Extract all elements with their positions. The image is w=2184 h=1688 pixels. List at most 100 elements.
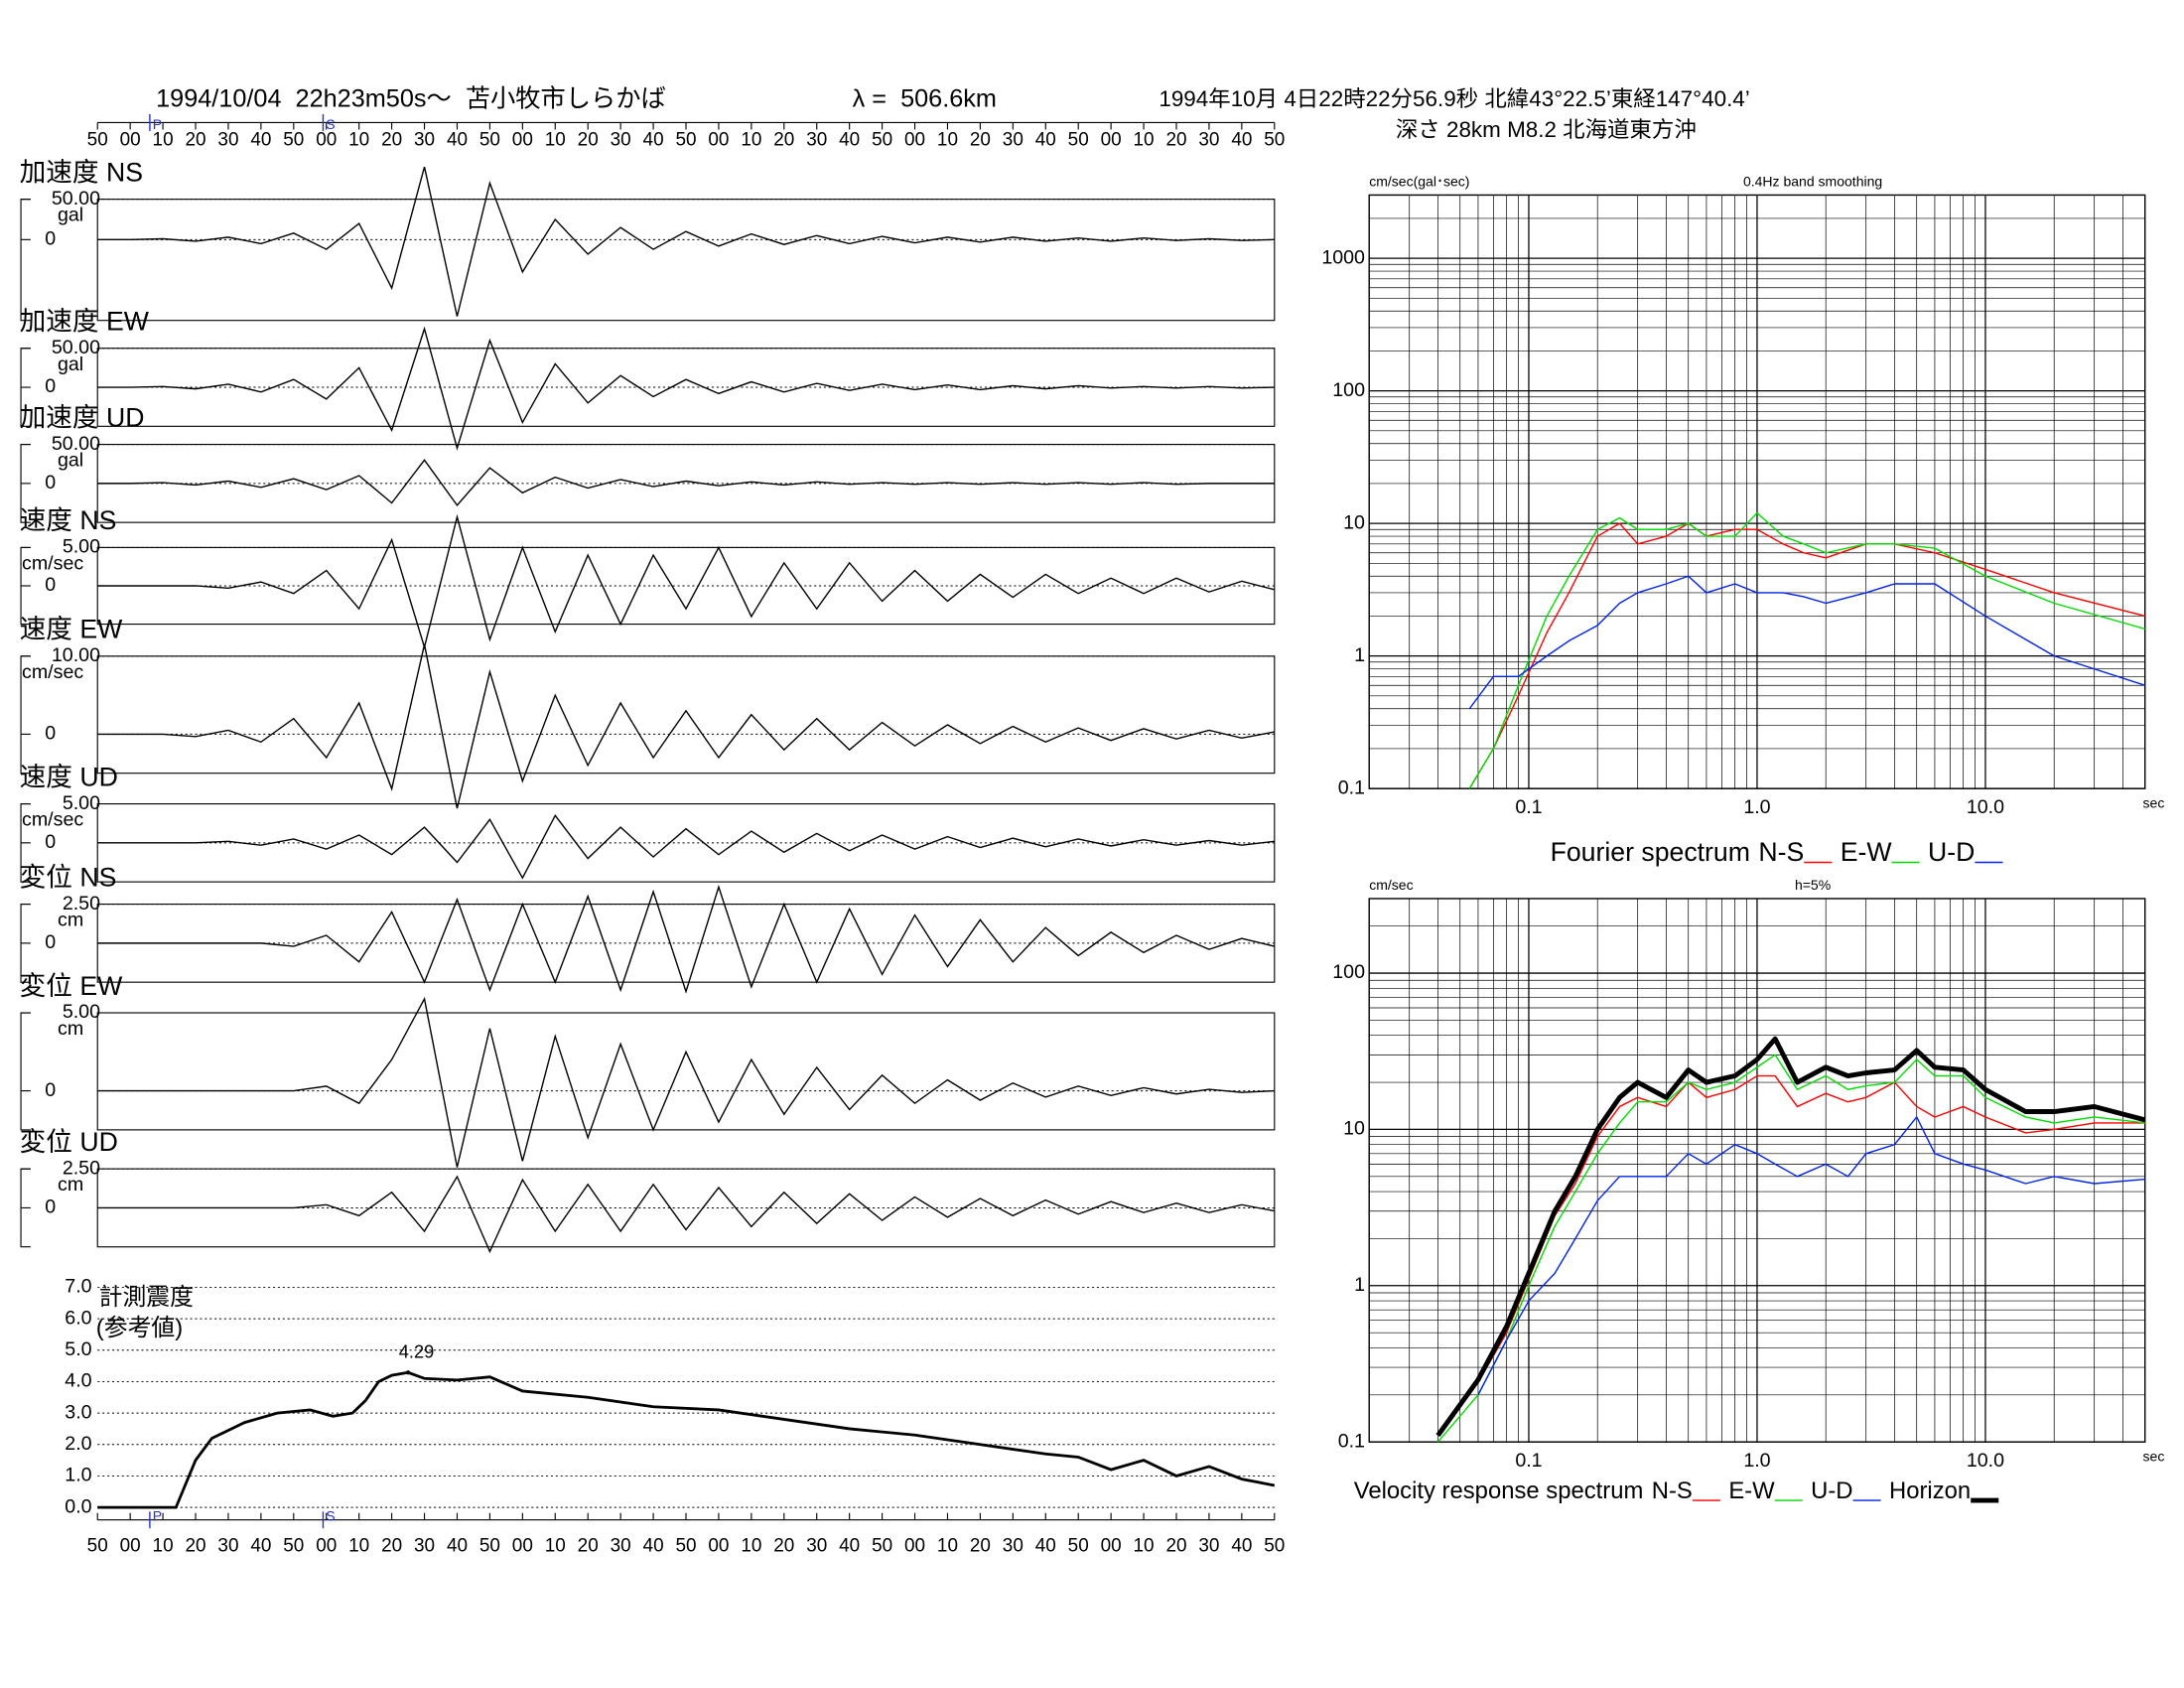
y-tick-label: 10 [1343,1118,1365,1140]
y-unit-label: cm/sec(gal･sec) [1369,174,1469,190]
trace-title: 変位 UD [20,1127,118,1157]
x-tick-label: 10 [1134,130,1155,151]
x-tick-label: 50 [1068,130,1089,151]
waveform-line [97,996,1275,1168]
y-tick-label: 0 [45,1196,56,1218]
y-tick-label: 5.00 [63,1001,100,1023]
trace-title: 速度 UD [20,762,118,791]
x-tick-label: 50 [283,130,304,151]
x-tick-label: 30 [611,1535,631,1556]
intensity-subtitle: (参考値) [96,1315,183,1341]
legend-label: E-W [1728,1477,1775,1504]
x-tick-label: 20 [773,1535,794,1556]
x-tick-label: 30 [414,130,435,151]
y-tick-label: 0 [45,375,56,397]
legend-title: Fourier spectrum [1551,837,1750,867]
x-tick-label: 40 [1231,1535,1252,1556]
y-tick-label: 5.0 [65,1338,91,1360]
subtitle: h=5% [1795,877,1831,893]
y-tick-label: 1 [1354,644,1365,666]
unit-label: cm/sec [22,809,83,831]
x-tick-label: 20 [970,1535,991,1556]
phase-label: S [326,1508,335,1524]
x-tick-label: 00 [708,1535,729,1556]
trace-title: 変位 NS [20,862,117,892]
phase-label: S [326,116,335,132]
legend-label: N-S [1758,837,1804,867]
waveform-line [97,513,1275,650]
spectrum-line [1435,1036,2146,1438]
x-tick-label: 40 [447,1535,468,1556]
y-tick-label: 0.1 [1338,776,1365,798]
x-tick-label: 10 [348,1535,369,1556]
y-unit-label: cm/sec [1369,877,1413,893]
y-tick-label: 0 [45,723,56,745]
x-tick-label: 10 [741,130,761,151]
x-tick-label: 00 [120,1535,141,1556]
y-tick-label: 1 [1354,1274,1365,1296]
waveform-line [97,884,1275,994]
x-tick-label: 40 [250,130,271,151]
unit-label: cm/sec [22,552,83,574]
y-tick-label: 5.00 [63,536,100,558]
y-tick-label: 6.0 [65,1307,91,1329]
event-title: 1994/10/04 22h23m50s〜 苫小牧市しらかば [156,85,666,113]
y-tick-label: 1.0 [65,1465,91,1486]
x-tick-label: 00 [316,130,337,151]
x-unit-label: sec [2143,794,2165,810]
x-tick-label: 50 [479,1535,500,1556]
legend-label: U-D [1928,837,1975,867]
y-tick-label: 10 [1343,511,1365,533]
x-tick-label: 1.0 [1743,1450,1770,1472]
unit-label: gal [58,450,83,472]
x-tick-label: 40 [839,1535,860,1556]
x-tick-label: 40 [447,130,468,151]
x-tick-label: 40 [643,130,664,151]
x-tick-label: 10 [153,1535,174,1556]
x-tick-label: 00 [512,130,533,151]
x-tick-label: 30 [217,130,238,151]
x-tick-label: 50 [1264,130,1285,151]
unit-label: cm/sec [22,661,83,683]
distance: λ = 506.6km [853,85,997,113]
x-tick-label: 00 [1101,130,1122,151]
x-tick-label: 50 [872,1535,892,1556]
x-tick-label: 30 [806,1535,827,1556]
unit-label: cm [58,1174,83,1196]
epicenter-info: 深さ 28km M8.2 北海道東方沖 [1396,117,1697,142]
x-tick-label: 20 [578,130,599,151]
phase-label: P [153,116,162,132]
x-tick-label: 30 [1003,130,1024,151]
y-tick-label: 0.0 [65,1495,91,1517]
waveform-line [97,643,1275,809]
peak-label: 4.29 [399,1340,434,1361]
x-tick-label: 50 [1264,1535,1285,1556]
legend-label: Horizon [1889,1477,1971,1504]
spectrum-line [1477,1116,2145,1396]
y-tick-label: 50.00 [52,337,100,358]
legend-title: Velocity response spectrum [1354,1477,1644,1504]
x-tick-label: 00 [512,1535,533,1556]
x-tick-label: 50 [479,130,500,151]
x-tick-label: 20 [381,1535,402,1556]
y-tick-label: 5.00 [63,792,100,814]
y-tick-label: 0 [45,574,56,596]
x-tick-label: 10 [937,130,958,151]
x-tick-label: 40 [250,1535,271,1556]
waveform-line [97,814,1275,880]
spectrum-line [1436,1054,2145,1443]
y-tick-label: 50.00 [52,433,100,455]
waveform-line [97,166,1275,317]
x-tick-label: 10 [937,1535,958,1556]
x-tick-label: 0.1 [1515,796,1542,818]
y-tick-label: 100 [1332,961,1365,983]
y-tick-label: 0 [45,228,56,250]
x-tick-label: 30 [217,1535,238,1556]
x-tick-label: 0.1 [1515,1450,1542,1472]
x-tick-label: 30 [611,130,631,151]
figure: 1994/10/04 22h23m50s〜 苫小牧市しらかば λ = 506.6… [20,85,2165,1557]
x-tick-label: 20 [185,1535,205,1556]
y-tick-label: 1000 [1321,246,1365,268]
